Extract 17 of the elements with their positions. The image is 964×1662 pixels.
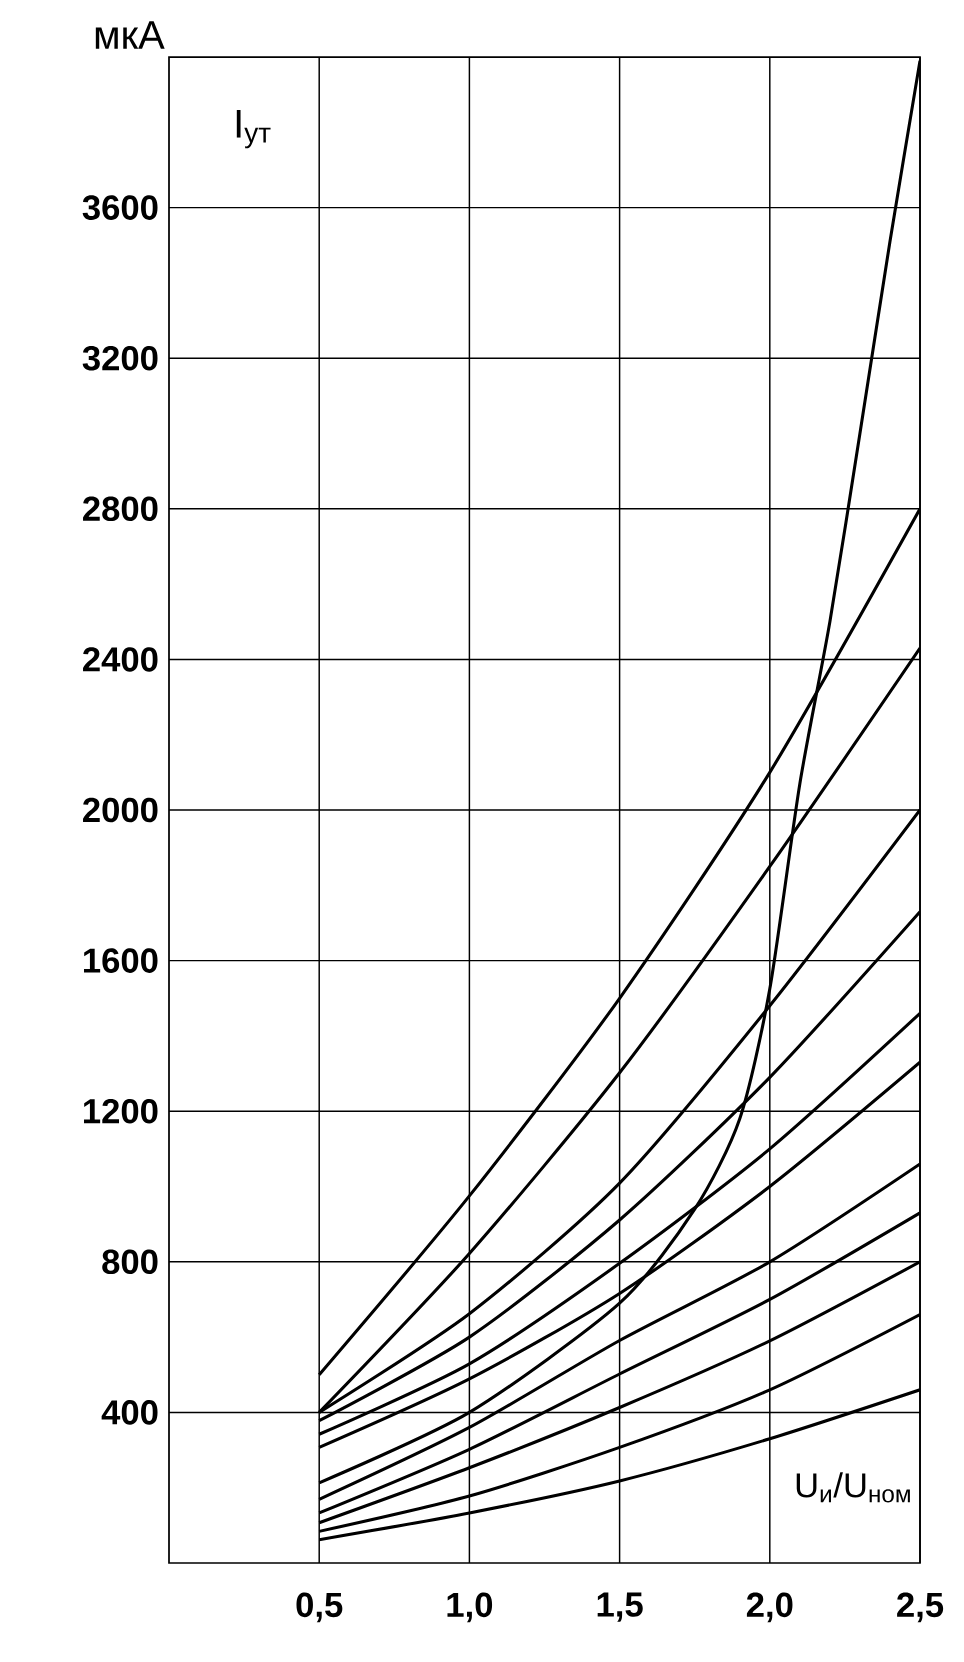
y-tick-label: 3200 [82,345,158,371]
y-tick-label: 2400 [83,647,158,672]
x-tick-label: 2,0 [746,1592,793,1623]
x-tick-label: 2,5 [897,1592,944,1623]
x-axis-title: U$_{и}$/U$_{ном}$ [796,1472,910,1503]
y-tick-label: 3600 [82,195,158,220]
y-tick-label: 1200 [84,1098,158,1124]
y-tick-label: 2000 [83,797,158,823]
y-tick-label: 400 [101,1400,158,1425]
y-axis-title: I$_{ут}$ [236,110,271,149]
text: мкА [95,21,165,49]
y-tick-label: 2800 [83,496,158,522]
y-tick-label: 800 [102,1249,158,1275]
x-tick-label: 1,5 [597,1592,643,1622]
x-tick-label: 1,0 [447,1592,493,1623]
y-tick-label: 1600 [84,948,158,973]
x-tick-label: 0,5 [296,1592,343,1623]
